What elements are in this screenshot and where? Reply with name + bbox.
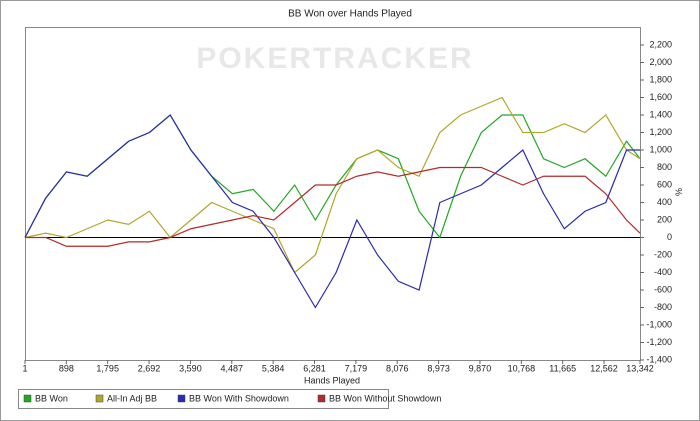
- y-tick-label: 800: [657, 162, 672, 172]
- x-tick-label: 11,665: [549, 363, 576, 373]
- x-tick-label: 3,590: [179, 363, 202, 373]
- x-tick-label: 8,973: [427, 363, 450, 373]
- y-tick-label: -1,200: [646, 337, 672, 347]
- y-tick-label: 1,600: [649, 92, 672, 102]
- x-tick-label: 1: [22, 363, 27, 373]
- x-tick-label: 5,384: [262, 363, 285, 373]
- x-tick-label: 12,562: [590, 363, 618, 373]
- chart-title: BB Won over Hands Played: [288, 9, 412, 20]
- y-tick-label: 2,200: [649, 39, 672, 49]
- legend-label: All-In Adj BB: [107, 393, 157, 403]
- series-line: [24, 96, 641, 274]
- x-tick-label: 13,342: [626, 363, 654, 373]
- x-axis-label: Hands Played: [304, 375, 360, 385]
- y-tick-label: 600: [657, 179, 672, 189]
- legend-swatch: [23, 394, 32, 403]
- y-tick-label: 200: [657, 214, 672, 224]
- legend-swatch: [177, 394, 186, 403]
- legend-label: BB Won: [35, 393, 68, 403]
- y-tick-label: -1,400: [646, 354, 672, 364]
- legend-swatch: [95, 394, 104, 403]
- x-tick-label: 10,768: [508, 363, 536, 373]
- x-tick-label: 898: [59, 363, 74, 373]
- x-tick-label: 1,795: [96, 363, 119, 373]
- y-tick-label: -600: [654, 284, 672, 294]
- legend-label: BB Won Without Showdown: [329, 393, 441, 403]
- watermark: POKERTRACKER: [196, 42, 473, 75]
- y-tick-label: -800: [654, 302, 672, 312]
- legend-box: [18, 389, 389, 409]
- x-tick-label: 7,179: [345, 363, 368, 373]
- y-tick-label: 1,200: [649, 127, 672, 137]
- y-axis-label: %: [674, 188, 684, 196]
- series-line: [25, 166, 641, 247]
- x-tick-label: 6,281: [303, 363, 326, 373]
- plot-frame: [25, 27, 641, 361]
- y-tick-label: 1,400: [649, 109, 672, 119]
- y-tick-label: 1,000: [649, 144, 672, 154]
- y-tick-label: 2,000: [649, 57, 672, 67]
- legend-swatch: [317, 394, 326, 403]
- y-tick-label: -200: [654, 249, 672, 259]
- series-line: [24, 114, 640, 309]
- y-tick-label: -400: [654, 267, 672, 277]
- y-tick-label: 0: [667, 232, 672, 242]
- x-tick-label: 9,870: [469, 363, 492, 373]
- x-tick-label: 2,692: [138, 363, 161, 373]
- y-tick-label: -1,000: [646, 319, 672, 329]
- legend-label: BB Won With Showdown: [189, 393, 289, 403]
- y-tick-label: 400: [657, 197, 672, 207]
- x-tick-label: 8,076: [386, 363, 409, 373]
- x-tick-label: 4,487: [221, 363, 244, 373]
- y-tick-label: 1,800: [649, 74, 672, 84]
